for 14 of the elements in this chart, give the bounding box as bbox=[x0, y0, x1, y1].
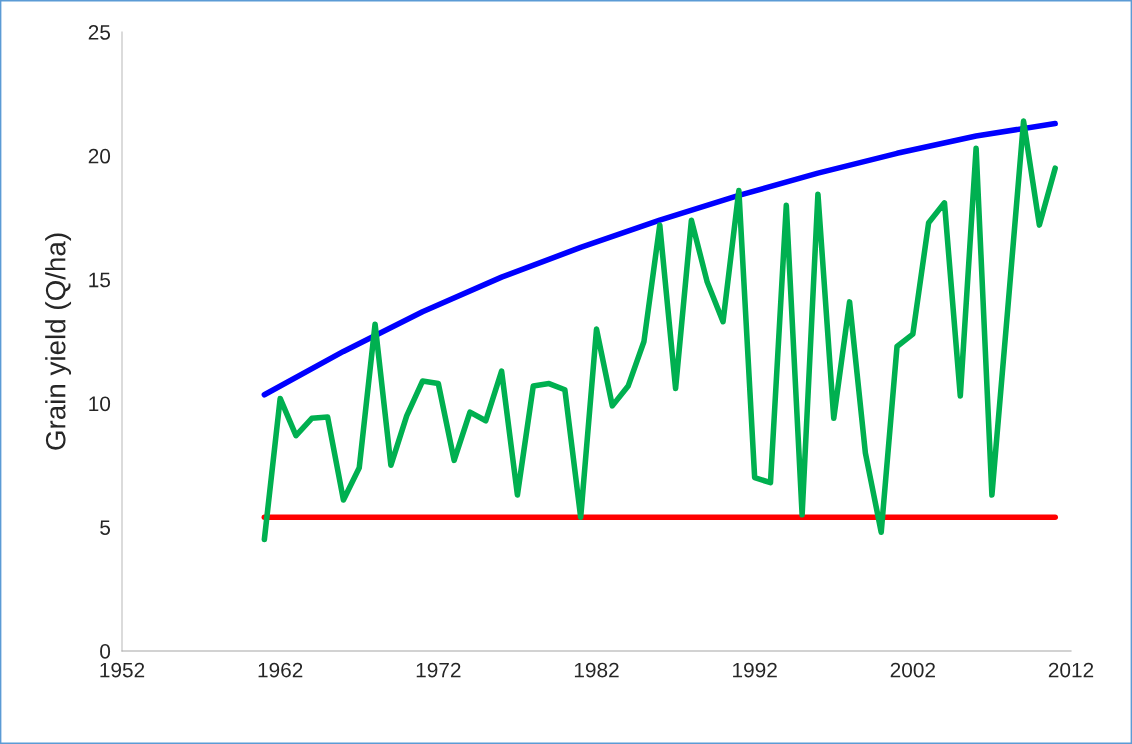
y-tick-label: 0 bbox=[100, 644, 111, 659]
y-tick-label: 20 bbox=[88, 148, 111, 164]
x-tick-label: 1992 bbox=[733, 662, 777, 678]
y-axis-title: Grain yield (Q/ha) bbox=[45, 233, 72, 450]
y-tick-label: 5 bbox=[100, 520, 111, 535]
x-tick-label: 1972 bbox=[416, 662, 461, 678]
x-tick-label: 1982 bbox=[574, 662, 619, 678]
y-tick-label: 15 bbox=[89, 272, 111, 288]
x-tick-label: 2002 bbox=[890, 662, 935, 678]
x-tick-label: 2012 bbox=[1048, 662, 1094, 678]
x-tick-label: 1962 bbox=[258, 662, 303, 678]
x-tick-label: 1952 bbox=[100, 662, 145, 678]
y-tick-label: 10 bbox=[89, 396, 111, 412]
y-tick-label: 25 bbox=[88, 25, 111, 40]
